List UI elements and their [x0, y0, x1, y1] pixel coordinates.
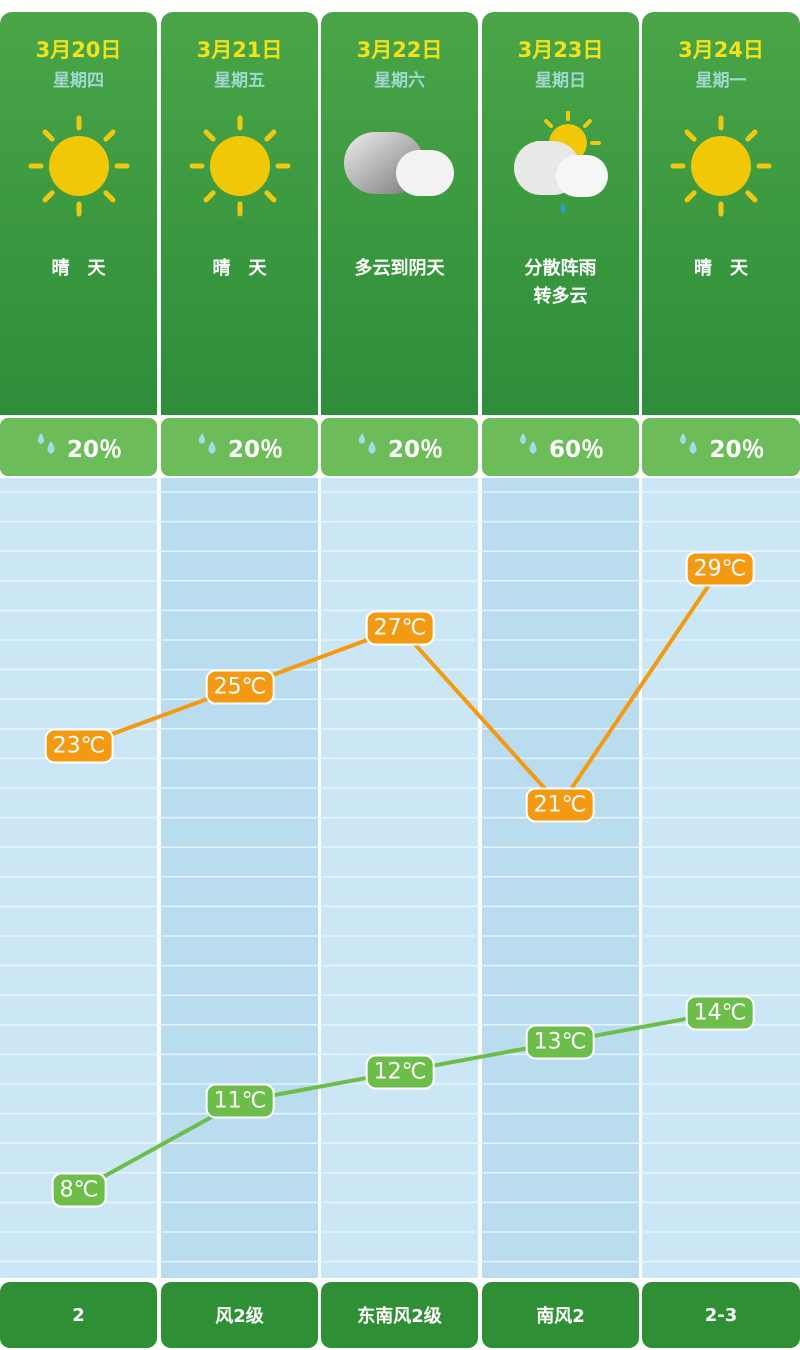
wind-text: 2-3	[704, 1304, 738, 1326]
weather-desc: 晴 天	[694, 258, 748, 279]
precip-chance: 20％	[161, 418, 318, 476]
wind-info: 2	[0, 1282, 157, 1348]
day-weekday: 星期一	[695, 71, 747, 91]
precip-chance: 20％	[642, 418, 800, 476]
precip-value: 20％	[709, 437, 765, 463]
rain-cloud-sun-icon	[482, 91, 639, 241]
wind-info: 2-3	[642, 1282, 800, 1348]
wind-text: 东南风2级	[357, 1306, 442, 1327]
day-date: 3月20日	[35, 38, 122, 62]
precip-value: 20％	[66, 437, 122, 463]
precip-chance: 20％	[321, 418, 478, 476]
day-card: 3月24日 星期一 晴 天	[642, 12, 800, 415]
raindrops-icon	[35, 431, 59, 463]
low-temp-label: 12℃	[365, 1054, 435, 1090]
column-bg	[0, 478, 157, 1278]
low-temp-label: 8℃	[51, 1172, 107, 1208]
high-temp-label: 29℃	[685, 551, 755, 587]
high-temp-label: 25℃	[205, 669, 275, 705]
low-temp-label: 14℃	[685, 995, 755, 1031]
sun-icon	[161, 91, 318, 241]
column-bg	[321, 478, 478, 1278]
sun-icon	[642, 91, 800, 241]
temperature-chart	[0, 478, 800, 1278]
day-card: 3月22日 星期六 多云到阴天	[321, 12, 478, 415]
weather-desc: 多云到阴天	[354, 258, 445, 279]
day-weekday: 星期四	[53, 71, 104, 91]
high-temp-label: 21℃	[525, 787, 595, 823]
weather-desc-line2: 转多云	[533, 286, 588, 307]
precip-chance: 20％	[0, 418, 157, 476]
column-bg	[161, 478, 318, 1278]
day-date: 3月24日	[678, 38, 764, 62]
raindrops-icon	[196, 431, 220, 463]
wind-text: 2	[72, 1304, 85, 1326]
wind-text: 南风2	[536, 1306, 585, 1327]
raindrops-icon	[517, 431, 541, 463]
sun-icon	[0, 91, 157, 241]
day-card: 3月21日 星期五 晴 天	[161, 12, 318, 415]
wind-info: 东南风2级	[321, 1282, 478, 1348]
low-temp-label: 13℃	[525, 1024, 595, 1060]
weather-desc: 晴 天	[51, 258, 106, 279]
wind-info: 南风2	[482, 1282, 639, 1348]
weather-desc: 晴 天	[212, 258, 267, 279]
day-weekday: 星期六	[374, 71, 425, 91]
column-bg	[642, 478, 800, 1278]
day-date: 3月21日	[196, 38, 283, 62]
weather-desc: 分散阵雨	[524, 258, 597, 279]
precip-value: 60％	[548, 437, 604, 463]
day-card: 3月23日 星期日 分散阵雨 转多云	[482, 12, 639, 415]
high-temp-label: 27℃	[365, 610, 435, 646]
precip-value: 20％	[387, 437, 443, 463]
day-weekday: 星期日	[535, 71, 586, 91]
precip-value: 20％	[227, 437, 283, 463]
day-date: 3月22日	[356, 38, 443, 62]
day-card: 3月20日 星期四 晴 天	[0, 12, 157, 415]
precip-chance: 60％	[482, 418, 639, 476]
high-temp-label: 23℃	[44, 728, 114, 764]
column-bg	[482, 478, 639, 1278]
raindrops-icon	[356, 431, 380, 463]
cloud-icon	[321, 91, 478, 241]
day-weekday: 星期五	[214, 71, 265, 91]
raindrops-icon	[677, 431, 701, 463]
day-date: 3月23日	[517, 38, 604, 62]
low-temp-label: 11℃	[205, 1083, 275, 1119]
wind-text: 风2级	[215, 1306, 264, 1327]
wind-info: 风2级	[161, 1282, 318, 1348]
